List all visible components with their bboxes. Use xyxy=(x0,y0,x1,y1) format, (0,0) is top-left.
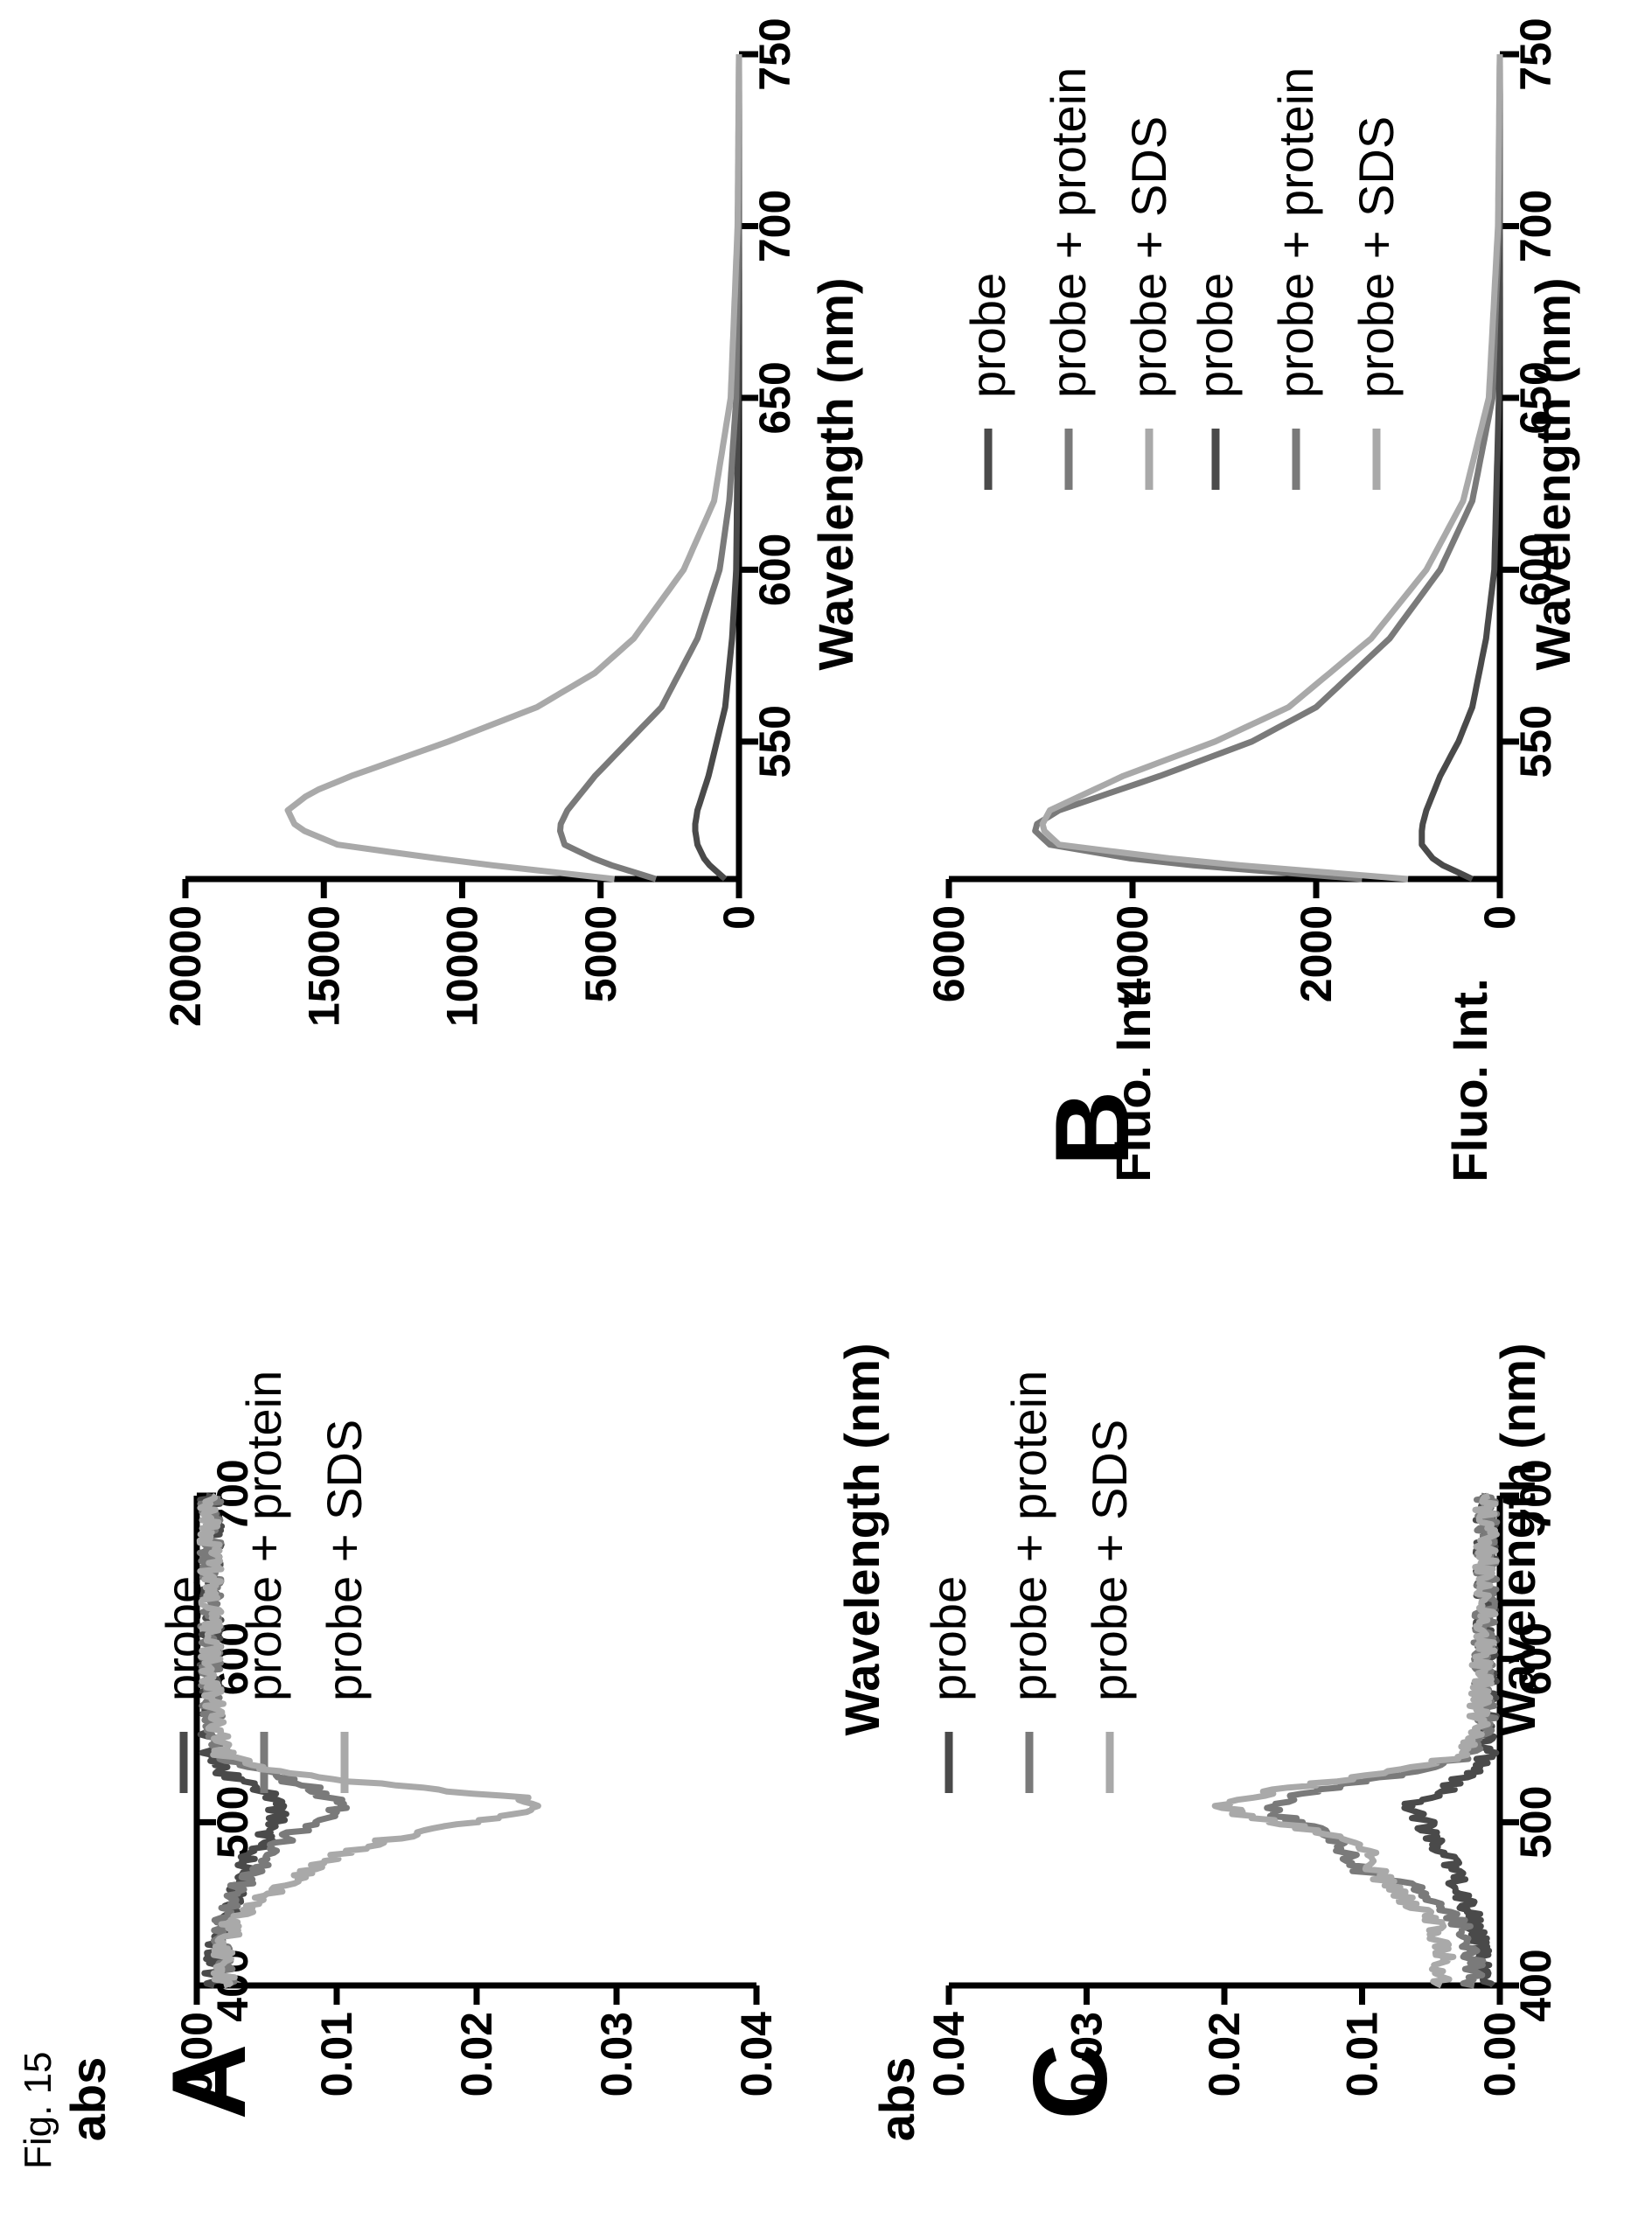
x-tick-label: 600 xyxy=(750,534,799,606)
x-tick-label: 500 xyxy=(208,1786,257,1859)
series-line-1 xyxy=(1418,54,1503,883)
legend-label: probe + SDS xyxy=(1082,1420,1137,1701)
y-axis-title: Fluo. Int. xyxy=(1442,978,1497,1182)
x-tick-label: 650 xyxy=(750,361,799,434)
x-tick-label: 700 xyxy=(750,190,799,262)
x-axis-title: Wavelength (nm) xyxy=(1525,277,1580,670)
x-tick-label: 500 xyxy=(1511,1786,1560,1859)
panel-letter: C xyxy=(1012,2044,1129,2120)
x-tick-label: 650 xyxy=(1511,361,1560,434)
x-tick-label: 750 xyxy=(1511,17,1560,90)
y-tick-label: 20000 xyxy=(161,905,210,1027)
y-tick-label: 0.03 xyxy=(592,2012,641,2097)
y-tick-label: 0.02 xyxy=(452,2012,501,2097)
y-axis-title: abs xyxy=(869,2057,924,2142)
legend-label: probe xyxy=(960,273,1015,398)
y-tick-label: 0.01 xyxy=(312,2012,361,2097)
x-axis-title: Wavelength (nm) xyxy=(834,1343,889,1735)
x-tick-label: 550 xyxy=(750,705,799,778)
series-line-3 xyxy=(196,1493,541,1989)
x-tick-label: 700 xyxy=(1511,1459,1560,1532)
y-tick-label: 0.04 xyxy=(732,2012,781,2097)
x-tick-label: 400 xyxy=(1511,1949,1560,2021)
panel-letter: B xyxy=(1034,1091,1151,1167)
y-axis-title: Fluo. Int. xyxy=(1105,978,1161,1182)
y-tick-label: 0.03 xyxy=(1063,2012,1112,2097)
y-tick-label: 0.01 xyxy=(1338,2012,1387,2097)
legend-label: probe + protein xyxy=(236,1371,291,1701)
y-tick-label: 5000 xyxy=(576,905,625,1002)
x-axis-title: Wavelength (nm) xyxy=(808,277,863,670)
y-tick-label: 0 xyxy=(714,905,763,930)
y-tick-label: 15000 xyxy=(299,905,348,1027)
legend-label: probe + SDS xyxy=(1121,116,1176,398)
legend-label: probe + protein xyxy=(1268,67,1323,398)
legend-label: probe + SDS xyxy=(317,1420,372,1701)
panel-letter: A xyxy=(150,2044,268,2120)
x-tick-label: 600 xyxy=(1511,1622,1560,1695)
legend-label: probe xyxy=(921,1576,976,1701)
panel-c: 400 500 600 700 0.00 0.01 0.02 0.03 0.04 Waveleng… xyxy=(869,1343,1560,2141)
legend-label: probe + protein xyxy=(1001,1371,1056,1701)
legend-label: probe + SDS xyxy=(1349,116,1404,398)
panel-b: 550 600 650 700 750 0 5000 10000 15000 20000 Wavel… xyxy=(161,17,1404,1182)
y-tick-label: 0.00 xyxy=(172,2012,221,2097)
x-axis-title: Wavelength (nm) xyxy=(1490,1343,1545,1735)
y-tick-label: 4000 xyxy=(1108,905,1157,1002)
x-tick-label: 600 xyxy=(1511,534,1560,606)
series-line-3 xyxy=(1211,1492,1500,1989)
y-tick-label: 0.00 xyxy=(1475,2012,1524,2097)
y-tick-label: 2000 xyxy=(1292,905,1341,1002)
x-tick-label: 750 xyxy=(750,17,799,90)
y-tick-label: 0.04 xyxy=(924,2012,973,2097)
y-tick-label: 6000 xyxy=(924,905,973,1002)
figure-label: Fig. 15 xyxy=(17,2051,59,2169)
panel-d: 550 600 650 700 750 0 2000 4000 6000 Wavelength (… xyxy=(924,17,1580,1182)
x-tick-label: 700 xyxy=(1511,190,1560,262)
y-tick-label: 0.02 xyxy=(1200,2012,1249,2097)
legend-label: probe + protein xyxy=(1041,67,1096,398)
y-tick-label: 0 xyxy=(1475,905,1524,930)
legend-label: probe xyxy=(1188,273,1243,398)
series-line-3 xyxy=(284,53,742,883)
y-tick-label: 10000 xyxy=(438,905,487,1027)
y-axis-title: abs xyxy=(60,2057,115,2142)
series-line-3 xyxy=(1039,53,1503,883)
x-tick-label: 550 xyxy=(1511,705,1560,778)
